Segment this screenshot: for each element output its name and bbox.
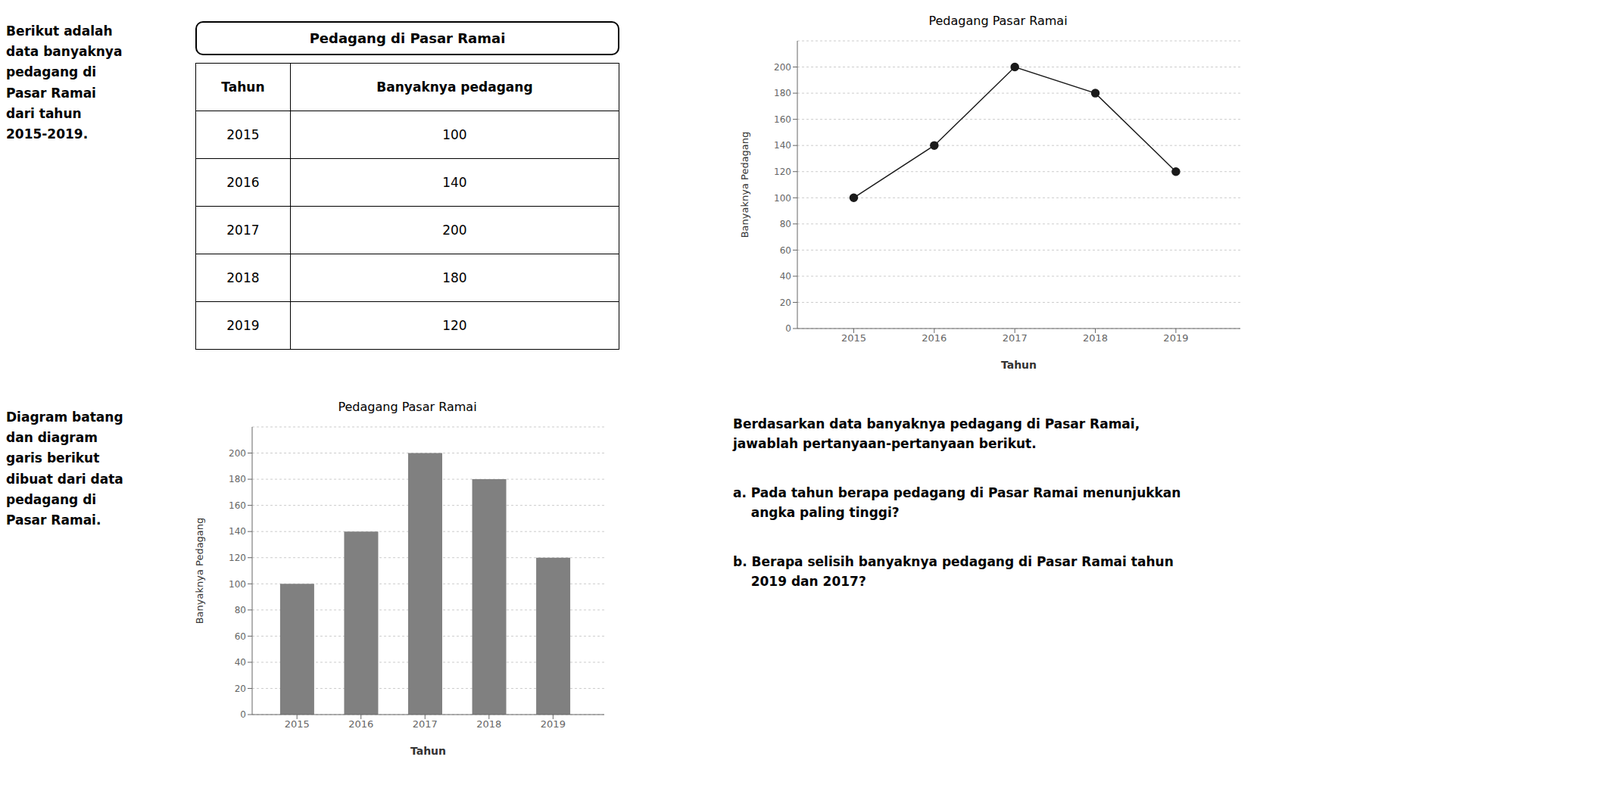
svg-text:60: 60 — [234, 631, 247, 643]
svg-text:180: 180 — [773, 87, 792, 99]
svg-text:40: 40 — [234, 657, 247, 668]
svg-text:80: 80 — [779, 218, 792, 230]
svg-text:120: 120 — [773, 166, 792, 178]
svg-text:2019: 2019 — [540, 718, 566, 730]
html-text:a. Pada tahun berapa pedagang: a. Pada tahun berapa pedagang di Pasar R… — [732, 485, 1181, 520]
svg-text:60: 60 — [779, 245, 792, 256]
html-text:Diagram batang dan diagram gar: Diagram batang dan diagram garis berikut… — [6, 409, 124, 528]
html-text:2016: 2016 — [226, 174, 260, 191]
svg-text:2018: 2018 — [1082, 332, 1108, 344]
svg-text:100: 100 — [228, 579, 247, 590]
svg-text:140: 140 — [228, 526, 247, 537]
html-text:Pedagang Pasar Ramai: Pedagang Pasar Ramai — [928, 13, 1068, 29]
svg-text:200: 200 — [773, 62, 792, 73]
html-text:Pedagang Pasar Ramai: Pedagang Pasar Ramai — [338, 399, 477, 415]
html-text:100: 100 — [442, 127, 467, 143]
html-text:Tahun: Tahun — [221, 79, 265, 95]
svg-text:200: 200 — [228, 448, 247, 459]
html-text:140: 140 — [442, 174, 467, 191]
html-text:2019: 2019 — [226, 318, 260, 334]
svg-text:80: 80 — [234, 605, 247, 616]
svg-text:160: 160 — [773, 114, 792, 125]
html-text:Pedagang di Pasar Ramai: Pedagang di Pasar Ramai — [309, 30, 506, 47]
svg-text:Banyaknya Pedagang: Banyaknya Pedagang — [193, 517, 206, 625]
svg-text:2016: 2016 — [921, 332, 947, 344]
html-text:2015: 2015 — [226, 127, 260, 143]
svg-text:100: 100 — [773, 193, 792, 204]
svg-text:160: 160 — [228, 500, 247, 512]
svg-text:20: 20 — [234, 683, 247, 695]
svg-text:2019: 2019 — [1163, 332, 1189, 344]
svg-text:2015: 2015 — [841, 332, 867, 344]
svg-text:Banyaknya Pedagang: Banyaknya Pedagang — [739, 131, 751, 239]
html-text:b. Berapa selisih banyaknya pe: b. Berapa selisih banyaknya pedagang di … — [732, 554, 1174, 589]
html-text:Banyaknya pedagang: Banyaknya pedagang — [376, 79, 533, 95]
html-text:120: 120 — [442, 318, 467, 334]
svg-text:2018: 2018 — [476, 718, 502, 730]
html-text:180: 180 — [442, 270, 467, 286]
svg-text:0: 0 — [785, 323, 792, 334]
html-text:Berdasarkan data banyaknya ped: Berdasarkan data banyaknya pedagang di P… — [732, 416, 1140, 451]
svg-text:2017: 2017 — [412, 718, 438, 730]
svg-text:2016: 2016 — [348, 718, 374, 730]
svg-text:40: 40 — [779, 271, 792, 282]
svg-text:20: 20 — [779, 297, 792, 309]
html-text:2017: 2017 — [226, 222, 260, 238]
svg-text:Tahun: Tahun — [1001, 358, 1037, 372]
svg-text:180: 180 — [228, 474, 247, 485]
svg-text:0: 0 — [240, 709, 247, 721]
svg-text:120: 120 — [228, 552, 247, 564]
html-text:200: 200 — [442, 222, 467, 238]
svg-text:Tahun: Tahun — [410, 745, 447, 758]
svg-text:2017: 2017 — [1002, 332, 1028, 344]
svg-text:140: 140 — [773, 140, 792, 151]
html-text:2018: 2018 — [226, 270, 260, 286]
svg-text:2015: 2015 — [284, 718, 310, 730]
html-text:Berikut adalah data banyaknya: Berikut adalah data banyaknya pedagang d… — [6, 23, 123, 142]
